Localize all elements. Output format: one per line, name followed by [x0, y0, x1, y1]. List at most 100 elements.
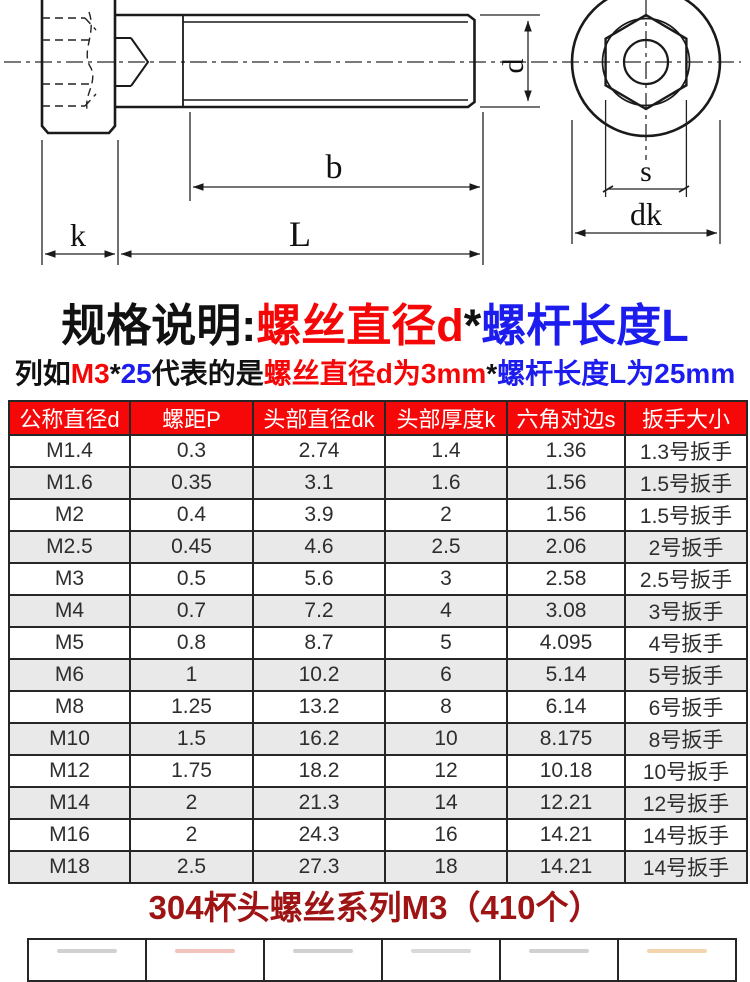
- table-cell: 2.74: [252, 434, 386, 468]
- table-cell: M5: [8, 626, 131, 660]
- spec-table-wrap: 公称直径d 螺距P 头部直径dk 头部厚度k 六角对边s 扳手大小 M1.4 0.3 2.74…: [8, 400, 748, 884]
- table-cell: 3.9: [252, 498, 386, 532]
- screw-side-view-shaft: [115, 13, 476, 109]
- spec-table-body: M1.4 0.3 2.74 1.4 1.36 1.3号扳手 M1.6 0.35 3.1 1.6 1.…: [8, 434, 748, 884]
- table-cell: 12号扳手: [624, 786, 748, 820]
- table-cell: 2.5号扳手: [624, 562, 748, 596]
- table-cell: M2.5: [8, 530, 131, 564]
- screw-end-view: [570, 0, 722, 138]
- table-row: M8 1.25 13.2 8 6.14 6号扳手: [8, 690, 748, 724]
- table-cell: 0.8: [129, 626, 254, 660]
- spec-table-header-row: 公称直径d 螺距P 头部直径dk 头部厚度k 六角对边s 扳手大小: [8, 400, 748, 436]
- table-cell: 18: [384, 850, 508, 884]
- table-cell: M1.6: [8, 466, 131, 500]
- table-cell: 1: [129, 658, 254, 692]
- cutoff-text-hint: [174, 949, 236, 953]
- table-row: M4 0.7 7.2 4 3.08 3号扳手: [8, 594, 748, 628]
- table-cell: 2: [129, 818, 254, 852]
- dimension-dk-label: dk: [630, 196, 662, 232]
- text-part: 25: [120, 358, 152, 389]
- table-cell: 1.5号扳手: [624, 498, 748, 532]
- cutoff-text-hint: [56, 949, 118, 953]
- screw-drawing-svg: d b k L s: [4, 0, 741, 265]
- table-cell: [147, 940, 265, 980]
- table-cell: M12: [8, 754, 131, 788]
- table-cell: 10: [384, 722, 508, 756]
- table-cell: 5号扳手: [624, 658, 748, 692]
- dimension-d: [480, 14, 540, 108]
- table-cell: 10.18: [506, 754, 626, 788]
- table-cell: 3.1: [252, 466, 386, 500]
- spec-table: 公称直径d 螺距P 头部直径dk 头部厚度k 六角对边s 扳手大小 M1.4 0.3 2.74…: [8, 400, 748, 884]
- table-cell: 8: [384, 690, 508, 724]
- table-cell: 16.2: [252, 722, 386, 756]
- cutoff-text-hint: [646, 949, 708, 953]
- cutoff-text-hint: [528, 949, 590, 953]
- dimension-k-L: [41, 140, 481, 265]
- table-cell: 27.3: [252, 850, 386, 884]
- dimension-dk: [571, 120, 721, 244]
- table-cell: [29, 940, 147, 980]
- screw-technical-drawing: d b k L s: [0, 0, 750, 282]
- column-header: 头部直径dk: [252, 400, 386, 436]
- cutoff-text-hint: [292, 949, 354, 953]
- table-cell: 10号扳手: [624, 754, 748, 788]
- text-part: 规格说明:: [61, 300, 257, 351]
- table-cell: 14号扳手: [624, 818, 748, 852]
- table-cell: 12: [384, 754, 508, 788]
- table-cell: 1.56: [506, 498, 626, 532]
- table-cell: M18: [8, 850, 131, 884]
- text-part: 螺丝直径d为3mm: [263, 358, 487, 389]
- table-cell: 7.2: [252, 594, 386, 628]
- table-cell: M2: [8, 498, 131, 532]
- text-part: *: [109, 358, 121, 389]
- table-cell: 2: [384, 498, 508, 532]
- column-header: 六角对边s: [506, 400, 626, 436]
- dimension-b-label: b: [326, 149, 343, 186]
- text-part: 螺杆长度L为25mm: [497, 358, 736, 389]
- table-cell: M8: [8, 690, 131, 724]
- column-header: 头部厚度k: [384, 400, 508, 436]
- table-cell: 12.21: [506, 786, 626, 820]
- table-cell: M1.4: [8, 434, 131, 468]
- table-cell: M3: [8, 562, 131, 596]
- table-row: M10 1.5 16.2 10 8.175 8号扳手: [8, 722, 748, 756]
- table-cell: 1.4: [384, 434, 508, 468]
- table-cell: 4: [384, 594, 508, 628]
- table-cell: 0.45: [129, 530, 254, 564]
- table-cell: 1.6: [384, 466, 508, 500]
- text-part: M3: [70, 358, 110, 389]
- column-header: 扳手大小: [624, 400, 748, 436]
- dimension-L-label: L: [289, 214, 311, 254]
- table-row: M2 0.4 3.9 2 1.56 1.5号扳手: [8, 498, 748, 532]
- table-cell: 5.6: [252, 562, 386, 596]
- table-cell: 14.21: [506, 850, 626, 884]
- table-cell: 13.2: [252, 690, 386, 724]
- column-header: 公称直径d: [8, 400, 131, 436]
- table-row: M12 1.75 18.2 12 10.18 10号扳手: [8, 754, 748, 788]
- dimension-s: [602, 100, 690, 197]
- spec-example-line: 列如M3*25代表的是螺丝直径d为3mm*螺杆长度L为25mm: [0, 357, 750, 391]
- table-cell: M10: [8, 722, 131, 756]
- table-cell: 3号扳手: [624, 594, 748, 628]
- text-part: *: [463, 300, 482, 351]
- dimension-b: [189, 112, 484, 265]
- table-row: M14 2 21.3 14 12.21 12号扳手: [8, 786, 748, 820]
- table-cell: 0.35: [129, 466, 254, 500]
- text-part: *: [486, 358, 498, 389]
- table-row: M18 2.5 27.3 18 14.21 14号扳手: [8, 850, 748, 884]
- table-row: M16 2 24.3 16 14.21 14号扳手: [8, 818, 748, 852]
- table-cell: 1.5: [129, 722, 254, 756]
- table-cell: 21.3: [252, 786, 386, 820]
- table-cell: 1.5号扳手: [624, 466, 748, 500]
- dimension-s-label: s: [640, 155, 652, 188]
- table-cell: [265, 940, 383, 980]
- table-cell: [619, 940, 735, 980]
- table-cell: [501, 940, 619, 980]
- table-cell: 6.14: [506, 690, 626, 724]
- table-cell: 10.2: [252, 658, 386, 692]
- spec-heading: 规格说明:螺丝直径d*螺杆长度L: [0, 300, 750, 352]
- table-cell: 14: [384, 786, 508, 820]
- table-cell: 2.06: [506, 530, 626, 564]
- table-cell: 2号扳手: [624, 530, 748, 564]
